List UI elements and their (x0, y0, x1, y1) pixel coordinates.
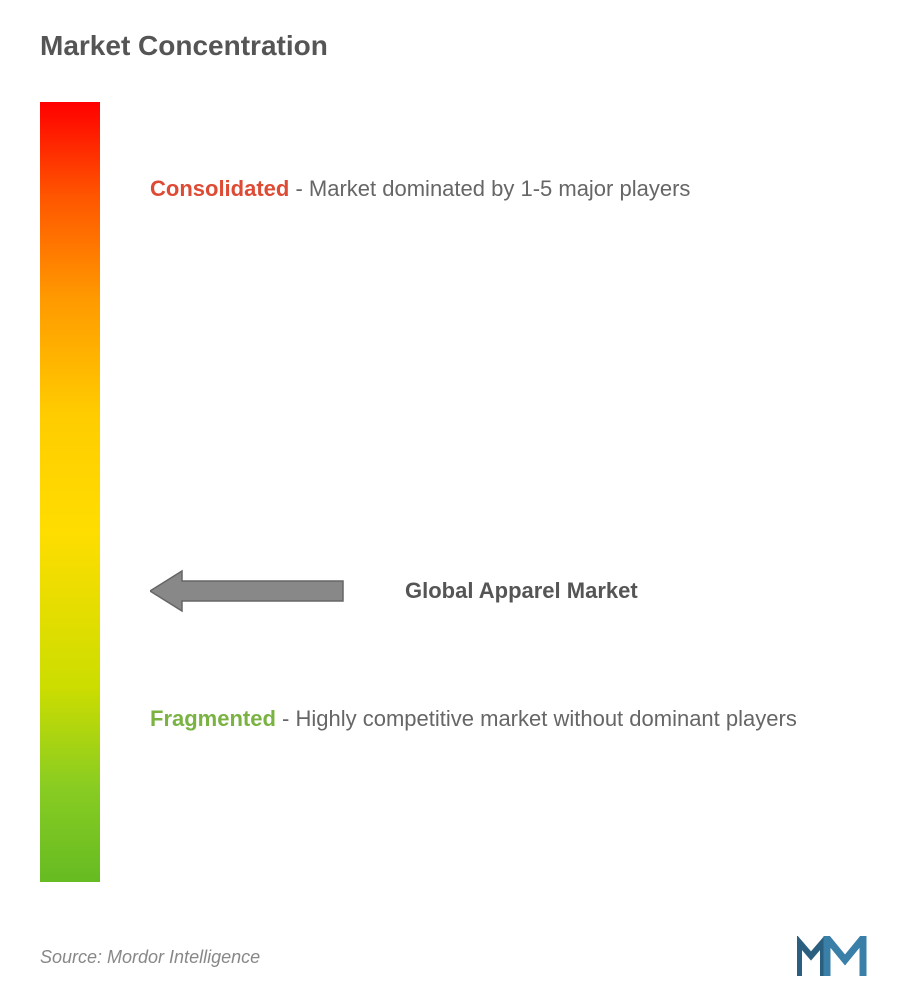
consolidated-description: - Market dominated by 1-5 major players (295, 176, 690, 201)
indicator-market-name: Global Apparel Market (405, 578, 638, 604)
content-area: Consolidated - Market dominated by 1-5 m… (40, 102, 881, 882)
fragmented-description: - Highly competitive market without domi… (282, 706, 797, 731)
mordor-logo (797, 936, 881, 978)
concentration-gradient-bar (40, 102, 100, 882)
consolidated-keyword: Consolidated (150, 176, 289, 201)
market-concentration-diagram: Market Concentration Consolidated - Mark… (0, 0, 921, 1008)
fragmented-label: Fragmented - Highly competitive market w… (150, 702, 841, 735)
source-attribution: Source: Mordor Intelligence (40, 947, 260, 968)
fragmented-keyword: Fragmented (150, 706, 276, 731)
market-indicator: Global Apparel Market (150, 567, 841, 615)
footer: Source: Mordor Intelligence (40, 936, 881, 978)
diagram-title: Market Concentration (40, 30, 881, 62)
consolidated-label: Consolidated - Market dominated by 1-5 m… (150, 172, 841, 205)
labels-area: Consolidated - Market dominated by 1-5 m… (150, 102, 881, 882)
logo-icon (797, 936, 881, 978)
indicator-arrow-icon (150, 567, 345, 615)
